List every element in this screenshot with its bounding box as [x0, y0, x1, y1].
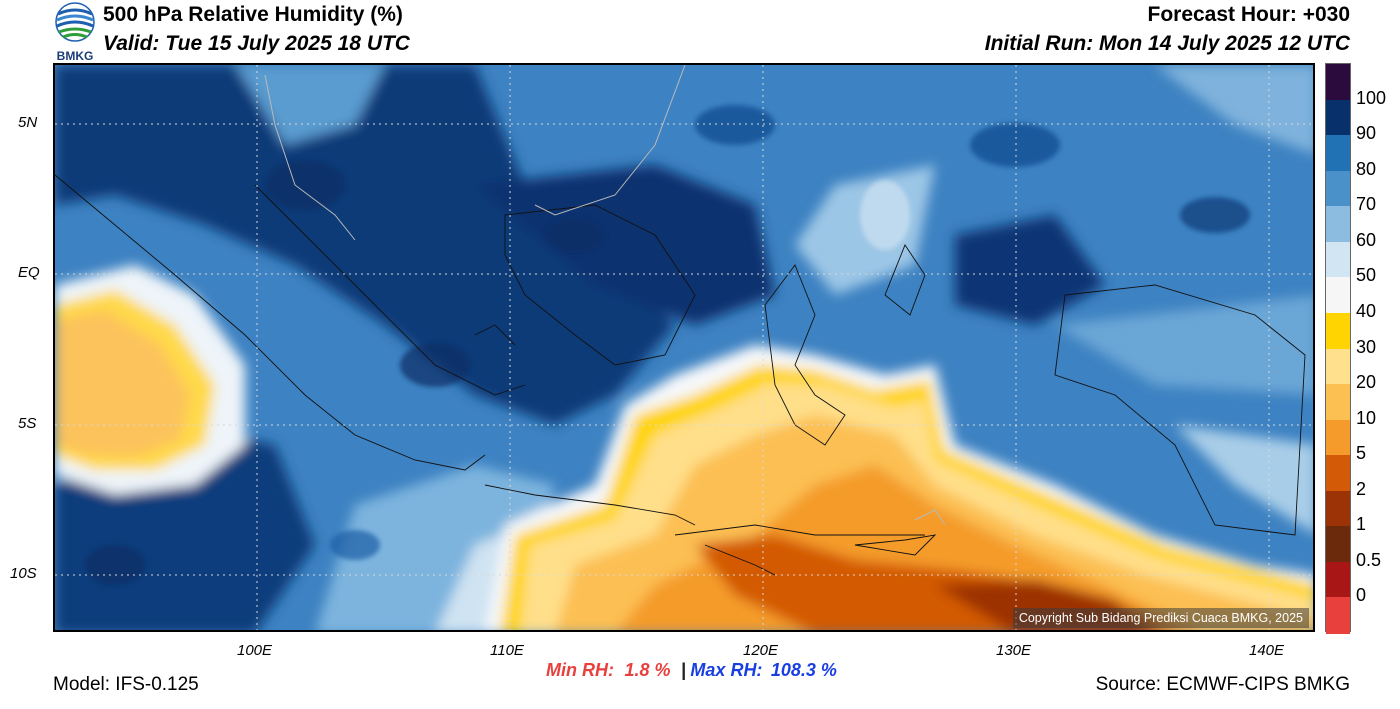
colorbar-level-label: 10 [1356, 407, 1377, 428]
colorbar-segment [1326, 277, 1350, 314]
valid-time: Valid: Tue 15 July 2025 18 UTC [103, 32, 410, 55]
copyright-notice: Copyright Sub Bidang Prediksi Cuaca BMKG… [1012, 608, 1309, 628]
min-rh-value: 1.8 % [624, 660, 671, 680]
colorbar-segment [1326, 561, 1350, 598]
colorbar-level-label: 5 [1356, 443, 1367, 464]
colorbar-level-label: 20 [1356, 372, 1377, 393]
forecast-hour: Forecast Hour: +030 [1147, 3, 1351, 26]
lon-label-130e: 130E [996, 642, 1032, 659]
colorbar-level-label: 100 [1356, 87, 1387, 108]
colorbar-level-label: 2 [1356, 478, 1367, 499]
colorbar-level-label: 90 [1356, 123, 1377, 144]
borders [264, 65, 946, 526]
rh-stats: Min RH: 1.8 % | Max RH: 108.3 % [546, 660, 837, 681]
stats-separator: | [680, 660, 686, 680]
coastlines [55, 174, 1306, 576]
colorbar-segment [1326, 241, 1350, 278]
lon-label-120e: 120E [743, 642, 779, 659]
lat-label-5n: 5N [18, 114, 38, 131]
source-label: Source: ECMWF-CIPS BMKG [1095, 674, 1350, 695]
bmkg-logo: BMKG [50, 2, 100, 63]
logo-text: BMKG [56, 49, 94, 63]
max-rh-value: 108.3 % [770, 660, 837, 680]
max-rh-label: Max RH: [690, 660, 763, 680]
colorbar-segment [1326, 526, 1350, 563]
colorbar-level-label: 0.5 [1356, 549, 1382, 570]
colorbar-segment [1326, 312, 1350, 349]
colorbar-segment [1326, 455, 1350, 492]
colorbar-segment [1326, 490, 1350, 527]
colorbar-level-label: 0 [1356, 585, 1367, 606]
humidity-map: Copyright Sub Bidang Prediksi Cuaca BMKG… [53, 63, 1315, 632]
colorbar-segment [1326, 64, 1350, 101]
colorbar-segment [1326, 206, 1350, 243]
colorbar-level-label: 40 [1356, 300, 1377, 321]
humidity-field [55, 65, 1313, 630]
initial-run: Initial Run: Mon 14 July 2025 12 UTC [984, 32, 1350, 55]
colorbar-level-label: 80 [1356, 158, 1377, 179]
colorbar-level-label: 70 [1356, 194, 1377, 215]
colorbar-segment [1326, 99, 1350, 136]
colorbar-segment [1326, 135, 1350, 172]
colorbar-level-label: 50 [1356, 265, 1377, 286]
lon-label-110e: 110E [490, 642, 524, 659]
lon-label-140e: 140E [1249, 642, 1285, 659]
lon-label-100e: 100E [237, 642, 273, 659]
model-label: Model: IFS-0.125 [53, 674, 199, 695]
graticule [55, 65, 1313, 630]
colorbar-segment [1326, 597, 1350, 634]
colorbar-segment [1326, 170, 1350, 207]
colorbar-level-label: 1 [1356, 514, 1367, 535]
lat-label-5s: 5S [18, 415, 37, 432]
colorbar-level-label: 30 [1356, 336, 1377, 357]
min-rh-label: Min RH: [546, 660, 614, 680]
colorbar-segment [1326, 419, 1350, 456]
colorbar-segment [1326, 384, 1350, 421]
colorbar-level-label: 60 [1356, 229, 1377, 250]
colorbar [1325, 63, 1351, 634]
colorbar-segment [1326, 348, 1350, 385]
lat-label-eq: EQ [18, 264, 40, 281]
map-title: 500 hPa Relative Humidity (%) [103, 3, 403, 26]
lat-label-10s: 10S [10, 565, 37, 582]
